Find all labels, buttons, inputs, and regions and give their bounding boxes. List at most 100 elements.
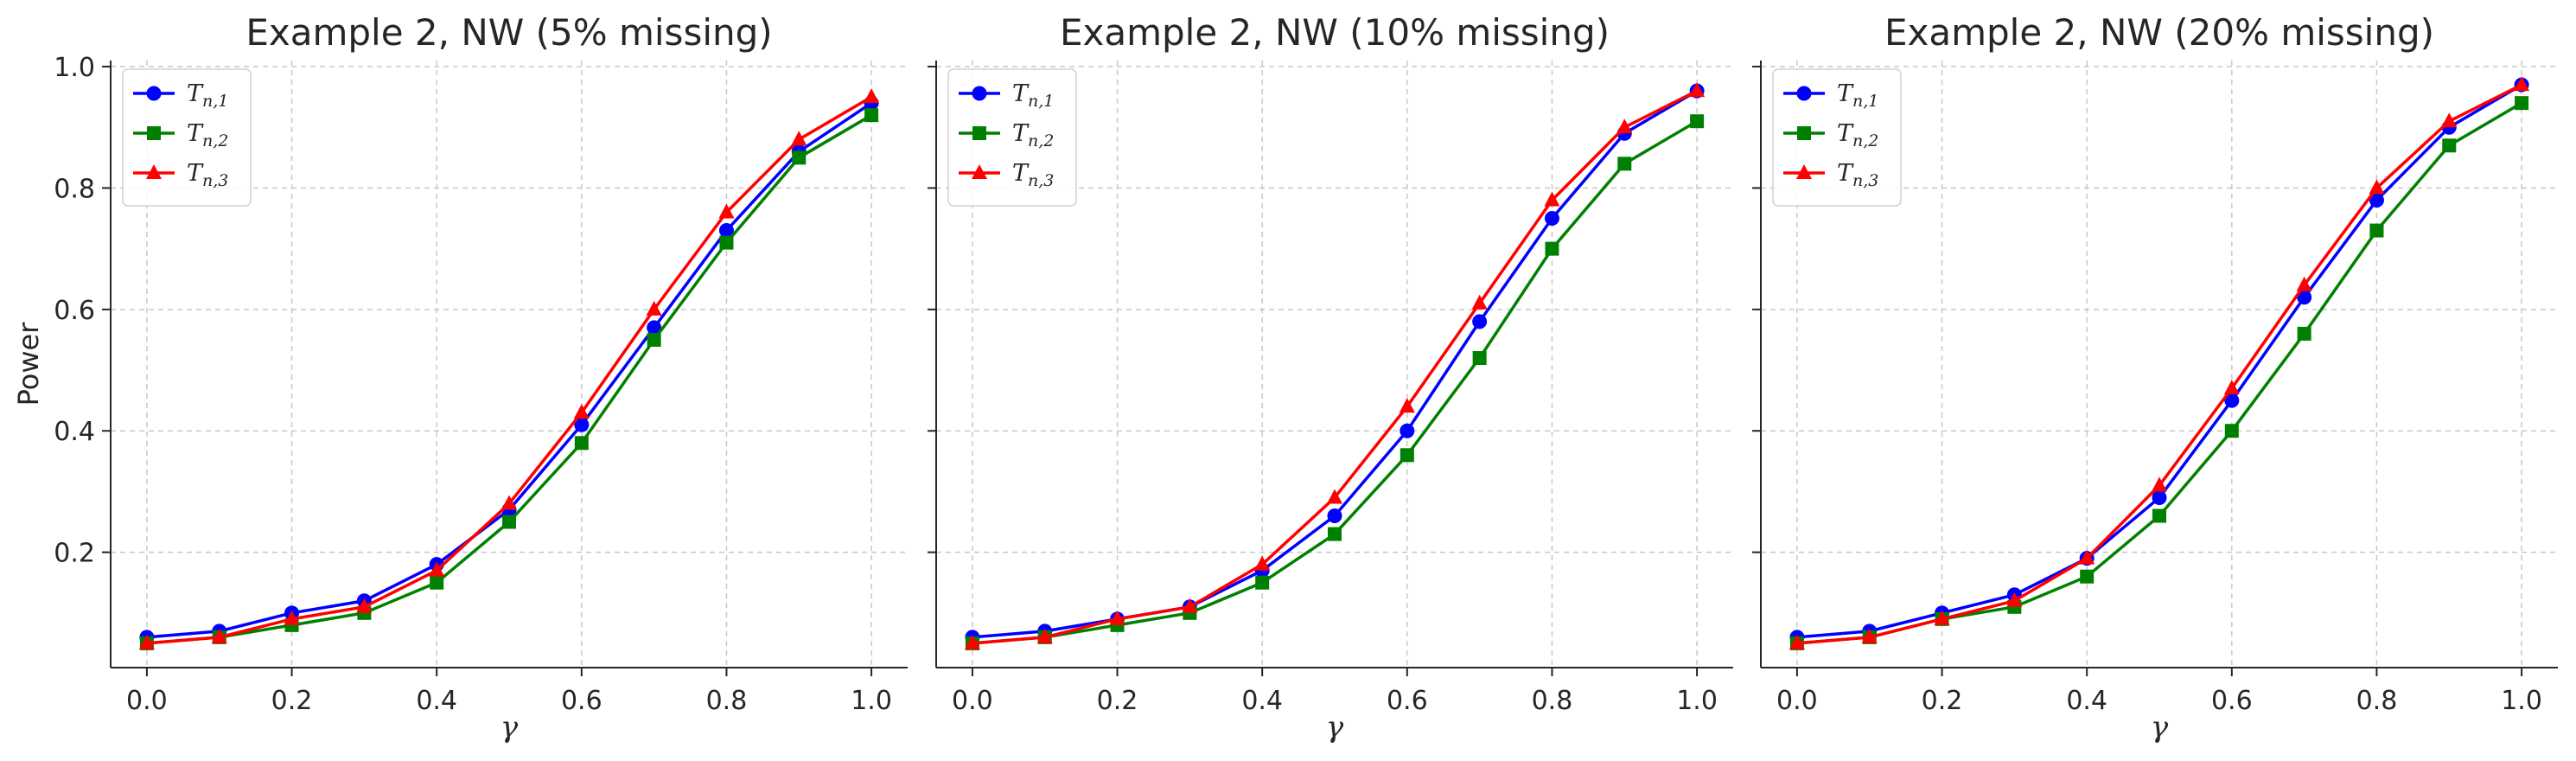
legend: Tn,1 Tn,2 Tn,3 xyxy=(947,68,1077,207)
x-tick-label: 0.6 xyxy=(1387,686,1428,716)
x-tick-label: 0.0 xyxy=(1776,686,1818,716)
data-point xyxy=(647,332,661,347)
x-tick-label: 1.0 xyxy=(851,686,892,716)
x-tick-label: 0.2 xyxy=(1922,686,1963,716)
data-point xyxy=(1327,508,1342,523)
data-point xyxy=(2442,138,2457,153)
data-point xyxy=(719,235,734,250)
data-point xyxy=(972,126,986,140)
data-point xyxy=(1400,448,1414,463)
data-point xyxy=(1472,350,1487,365)
data-point xyxy=(2369,179,2385,195)
x-tick-label: 1.0 xyxy=(1676,686,1718,716)
chart-panel-2: 0.0 0.2 0.4 0.6 0.8 1.0 Example 2, NW (10% mis… xyxy=(928,11,1733,745)
legend: Tn,1 Tn,2 Tn,3 xyxy=(1772,68,1902,207)
data-point xyxy=(2514,76,2530,92)
data-point xyxy=(1327,489,1342,504)
y-tick-label: 1.0 xyxy=(54,53,95,83)
series-n-3 xyxy=(1789,76,2530,649)
series-line xyxy=(146,113,872,645)
x-axis-label: γ xyxy=(2151,710,2169,745)
legend-entry: Tn,2 xyxy=(1837,120,1878,150)
x-tick-label: 0.4 xyxy=(1241,686,1283,716)
legend-entry: Tn,2 xyxy=(187,120,228,150)
data-point xyxy=(2515,96,2529,111)
y-axis-label: Power xyxy=(12,322,45,406)
legend-entry: Tn,1 xyxy=(1837,80,1878,111)
y-tick-label: 0.6 xyxy=(54,296,95,326)
series-n-3 xyxy=(138,88,880,649)
data-point xyxy=(864,88,880,104)
data-point xyxy=(1036,628,1053,643)
x-tick-label: 0.2 xyxy=(1097,686,1138,716)
data-point xyxy=(147,126,161,140)
data-point xyxy=(2080,569,2095,584)
data-point xyxy=(1400,423,1415,438)
chart-panel-1: 0.0 0.2 0.4 0.6 0.8 1.0 0.2 0.4 0.6 0.8 1.0 Example… xyxy=(12,11,908,745)
legend-entry: Tn,3 xyxy=(187,160,228,190)
x-axis-label: γ xyxy=(501,710,519,745)
data-point xyxy=(211,628,227,643)
y-tick-label: 0.4 xyxy=(54,417,95,447)
series-line xyxy=(146,95,872,645)
data-point xyxy=(1182,598,1198,613)
x-axis-label: γ xyxy=(1326,710,1344,745)
data-point xyxy=(2152,508,2166,523)
data-point xyxy=(646,300,662,316)
legend-entry: Tn,1 xyxy=(187,80,228,111)
data-point xyxy=(284,610,300,625)
series-line xyxy=(1796,101,2522,645)
x-tick-label: 0.0 xyxy=(952,686,993,716)
chart-title: Example 2, NW (10% missing) xyxy=(1060,11,1610,54)
data-point xyxy=(2006,592,2023,607)
legend-entry: Tn,1 xyxy=(1012,80,1054,111)
data-point xyxy=(1254,555,1271,571)
data-point xyxy=(2223,380,2240,395)
data-point xyxy=(964,634,980,649)
x-tick-label: 0.8 xyxy=(2356,686,2398,716)
data-point xyxy=(972,86,987,101)
data-point xyxy=(2224,424,2239,438)
data-point xyxy=(1617,157,1632,171)
data-point xyxy=(502,515,516,529)
data-point xyxy=(2152,489,2167,505)
data-point xyxy=(146,86,162,101)
legend-entry: Tn,2 xyxy=(1012,120,1054,150)
data-point xyxy=(1616,118,1633,134)
x-tick-label: 0.2 xyxy=(271,686,313,716)
data-point xyxy=(1690,114,1705,129)
x-tick-label: 0.6 xyxy=(561,686,603,716)
series-n-2 xyxy=(139,108,879,650)
data-point xyxy=(574,436,589,451)
data-point xyxy=(2441,112,2458,128)
x-tick-label: 0.8 xyxy=(706,686,748,716)
series-line xyxy=(972,119,1698,645)
data-point xyxy=(1472,314,1488,329)
data-point xyxy=(1796,164,1812,179)
data-point xyxy=(138,634,155,649)
x-tick-label: 0.4 xyxy=(2066,686,2107,716)
data-point xyxy=(2152,476,2167,492)
data-point xyxy=(1861,628,1878,643)
x-tick-label: 0.0 xyxy=(126,686,168,716)
data-point xyxy=(2369,223,2384,238)
y-tick-label: 0.2 xyxy=(54,539,95,569)
data-point xyxy=(2297,326,2311,341)
data-point xyxy=(1544,211,1559,227)
data-point xyxy=(430,575,444,590)
data-point xyxy=(1471,294,1488,310)
data-point xyxy=(2296,276,2312,291)
chart-title: Example 2, NW (5% missing) xyxy=(245,11,772,54)
x-tick-label: 0.8 xyxy=(1532,686,1573,716)
data-point xyxy=(1109,610,1125,625)
data-point xyxy=(718,203,735,219)
data-point xyxy=(501,495,517,510)
legend-entry: Tn,3 xyxy=(1012,160,1054,190)
legend-entry: Tn,3 xyxy=(1837,160,1878,190)
data-point xyxy=(1255,575,1270,590)
data-point xyxy=(356,598,373,613)
series-line xyxy=(972,89,1698,639)
data-point xyxy=(1789,634,1805,649)
data-point xyxy=(792,150,807,165)
